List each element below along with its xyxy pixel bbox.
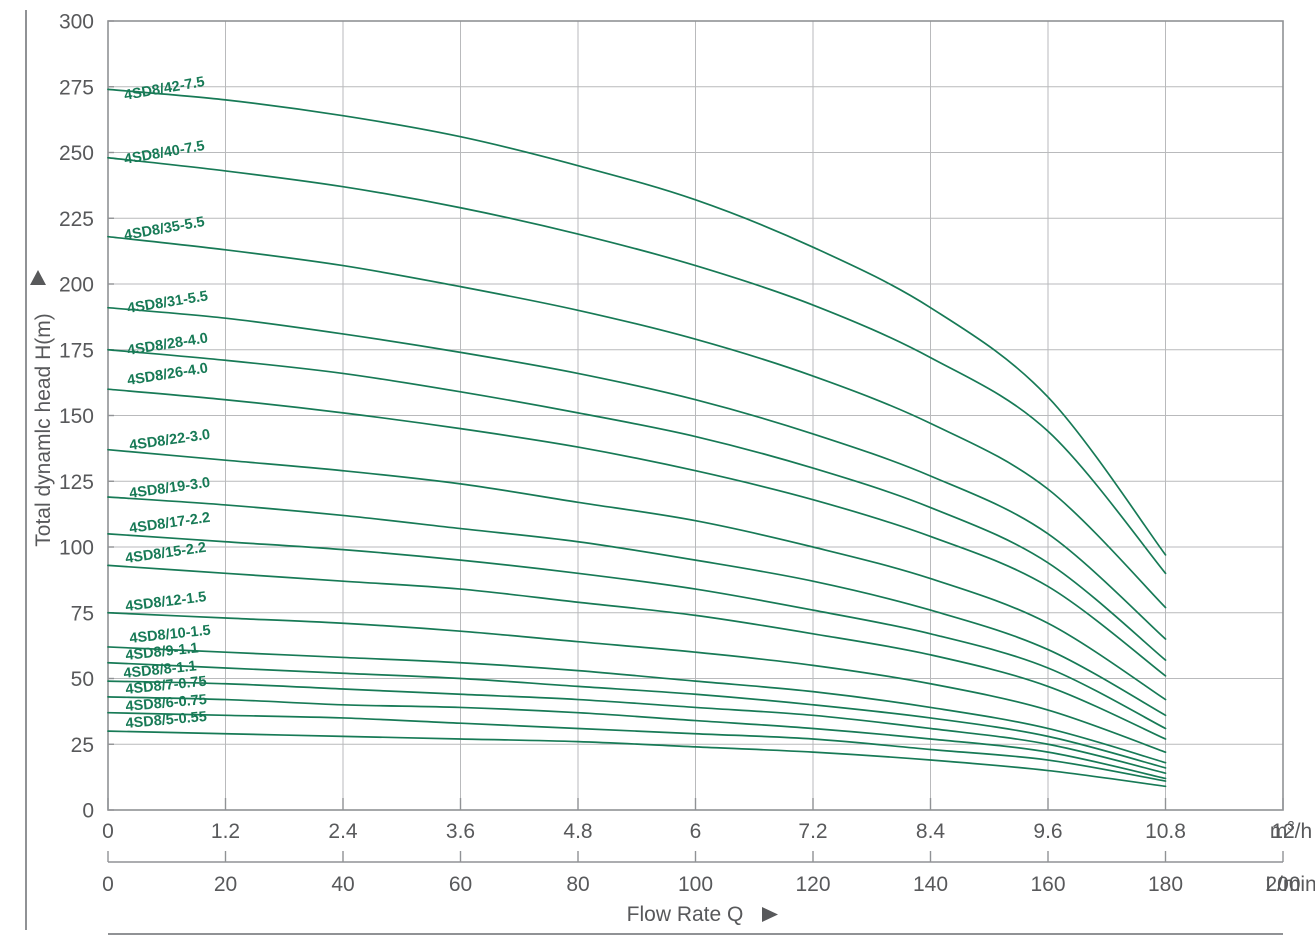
x-primary-tick-label: 1.2 (211, 820, 240, 843)
y-tick-label: 150 (59, 405, 94, 428)
x-secondary-tick-label: 60 (449, 873, 472, 896)
x-primary-tick-label: 8.4 (916, 820, 946, 843)
y-axis-title: Total dynamlc head H(m) (32, 313, 55, 546)
performance-curve (107, 448, 1167, 701)
x-secondary-tick-label: 180 (1148, 873, 1183, 896)
x-primary-tick-label: 0 (102, 820, 114, 843)
performance-curve (107, 680, 1167, 775)
x-secondary-tick-label: 120 (795, 873, 830, 896)
x-secondary-tick-label: 80 (566, 873, 589, 896)
x-axis-title: Flow Rate Q (627, 903, 744, 926)
curve-label: 4SD8/8-1.1 (123, 658, 198, 682)
curve-label: 4SD8/42-7.5 (123, 74, 206, 104)
x-primary-tick-label: 7.2 (798, 820, 827, 843)
y-tick-label: 25 (71, 734, 94, 757)
y-tick-label: 200 (59, 274, 94, 297)
y-tick-label: 125 (59, 471, 94, 494)
performance-curve (107, 564, 1167, 740)
curve-series-group (107, 88, 1167, 788)
curve-label: 4SD8/17-2.2 (128, 510, 211, 537)
y-tick-label: 225 (59, 208, 94, 231)
x-secondary-tick-label: 40 (331, 873, 354, 896)
y-axis-ticks (108, 20, 114, 811)
performance-curve (107, 730, 1167, 788)
x-secondary-tick-label: 200 (1265, 873, 1300, 896)
performance-curve (107, 306, 1167, 640)
y-tick-label: 175 (59, 339, 94, 362)
curve-label: 4SD8/22-3.0 (128, 427, 211, 454)
performance-curve (107, 646, 1167, 764)
x-primary-tick-label: 10.8 (1145, 820, 1186, 843)
x-primary-tick-label: 12 (1271, 820, 1294, 843)
performance-curve (107, 388, 1167, 677)
y-tick-label: 275 (59, 76, 94, 99)
axis-decorations: Total dynamlc head H(m) Flow Rate Q (25, 10, 1283, 935)
x-secondary-unit-label: L/min (1265, 873, 1315, 896)
x-primary-tick-label: 4.8 (563, 820, 592, 843)
performance-curve (107, 88, 1167, 556)
x-primary-tick-label: 6 (690, 820, 702, 843)
performance-curve (107, 496, 1167, 717)
curve-label: 4SD8/5-0.55 (125, 709, 208, 732)
x-primary-tick-label: 3.6 (446, 820, 475, 843)
y-axis-tick-labels: 0 25 50 75 100 125 150 175 200 225 250 275 300 (59, 11, 94, 823)
y-tick-label: 75 (71, 602, 94, 625)
curve-label-group: 4SD8/42-7.54SD8/40-7.54SD8/35-5.54SD8/31… (123, 74, 212, 732)
curve-label: 4SD8/9-1.1 (125, 640, 200, 664)
curve-label: 4SD8/6-0.75 (125, 692, 208, 715)
performance-curve (107, 348, 1167, 661)
x-secondary-tick-label: 100 (678, 873, 713, 896)
curve-label: 4SD8/26-4.0 (126, 360, 209, 389)
performance-curve (107, 696, 1167, 780)
curve-label: 4SD8/19-3.0 (128, 475, 211, 502)
x-primary-unit-label: m3/h (1270, 818, 1312, 843)
y-tick-label: 100 (59, 537, 94, 560)
performance-curve (107, 611, 1167, 753)
x-secondary-tick-label: 140 (913, 873, 948, 896)
x-axis-arrow-icon (762, 907, 778, 922)
x-secondary-tick-label: 0 (102, 873, 114, 896)
y-tick-label: 250 (59, 142, 94, 165)
curve-label: 4SD8/12-1.5 (125, 589, 208, 615)
performance-curve (107, 235, 1167, 609)
curve-label: 4SD8/15-2.2 (124, 540, 207, 567)
performance-curve (107, 711, 1167, 782)
y-axis-arrow-icon (30, 270, 46, 285)
performance-curve (107, 661, 1167, 769)
x-secondary-tick-label: 20 (214, 873, 237, 896)
performance-curve (107, 533, 1167, 730)
x-secondary-tick-label: 160 (1030, 873, 1065, 896)
y-tick-label: 0 (82, 800, 94, 823)
y-tick-label: 50 (71, 668, 94, 691)
y-tick-label: 300 (59, 11, 94, 34)
x-primary-tick-label: 2.4 (328, 820, 358, 843)
performance-curve (107, 156, 1167, 575)
x-primary-tick-label: 9.6 (1033, 820, 1062, 843)
